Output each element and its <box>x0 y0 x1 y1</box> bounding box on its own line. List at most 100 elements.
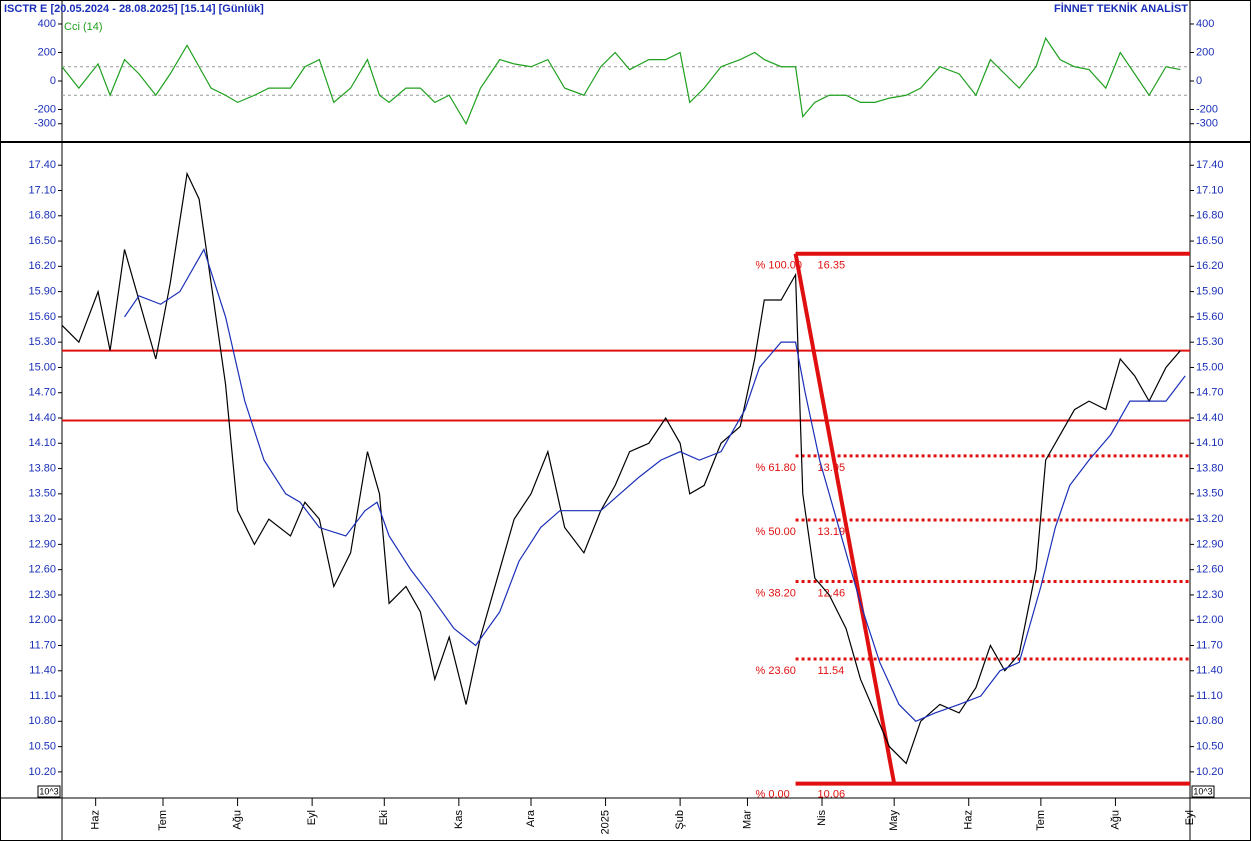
y-tick-label: 10.20 <box>28 766 56 778</box>
x-tick-label: Tem <box>157 810 169 831</box>
series-line <box>61 36 1181 126</box>
x-tick-label: 2025 <box>599 810 611 834</box>
y-tick-label: -300 <box>1196 118 1218 130</box>
fib-label: % 38.20 <box>756 587 796 599</box>
y-tick-label: 16.80 <box>28 210 56 222</box>
fib-label: % 100.00 <box>756 260 802 272</box>
y-tick-label: 10.80 <box>28 715 56 727</box>
y-tick-label: 12.30 <box>1196 589 1224 601</box>
fib-value: 13.19 <box>818 526 846 538</box>
y-tick-label: 16.20 <box>1196 260 1224 272</box>
y-tick-label: 16.20 <box>28 260 56 272</box>
y-tick-label: 12.60 <box>28 564 56 576</box>
y-tick-label: 11.70 <box>29 639 56 651</box>
y-tick-label: 10.50 <box>1196 741 1224 753</box>
x-tick-label: Ağu <box>231 810 243 830</box>
x-tick-label: Eyl <box>1184 810 1196 825</box>
y-tick-label: 12.00 <box>28 614 56 626</box>
y-tick-label: 13.50 <box>28 488 56 500</box>
y-tick-label: 15.00 <box>28 361 56 373</box>
x-tick-label: Eki <box>378 810 390 825</box>
y-tick-label: 14.70 <box>28 387 56 399</box>
y-tick-label: 400 <box>38 18 56 30</box>
y-tick-label: 14.10 <box>1196 437 1224 449</box>
y-tick-label: 15.90 <box>28 286 56 298</box>
y-tick-label: 12.90 <box>28 538 56 550</box>
y-tick-label: 15.00 <box>1196 361 1224 373</box>
fib-value: 16.35 <box>818 260 846 272</box>
y-tick-label: 0 <box>50 75 56 87</box>
y-tick-label: 12.00 <box>1196 614 1224 626</box>
fib-label: % 61.80 <box>756 462 796 474</box>
x-tick-label: Haz <box>90 810 102 830</box>
y-tick-label: 200 <box>1196 46 1214 58</box>
y-tick-label: 12.60 <box>1196 564 1224 576</box>
y-tick-label: 17.40 <box>28 159 56 171</box>
y-tick-label: 17.10 <box>1196 184 1224 196</box>
y-tick-label: 14.40 <box>28 412 56 424</box>
scale-box <box>1191 785 1215 798</box>
series-line <box>124 247 1186 723</box>
y-tick-label: -200 <box>34 103 56 115</box>
fib-label: % 23.60 <box>756 665 796 677</box>
y-tick-label: 16.50 <box>28 235 56 247</box>
y-tick-label: 15.60 <box>1196 311 1224 323</box>
fib-value: 12.46 <box>818 587 846 599</box>
x-tick-label: Ara <box>525 809 537 827</box>
y-tick-label: 11.40 <box>1196 665 1223 677</box>
x-tick-label: Haz <box>963 810 975 830</box>
y-tick-label: 14.10 <box>28 437 56 449</box>
scale-note: 10^3 <box>39 786 58 796</box>
y-tick-label: 10.50 <box>28 741 56 753</box>
y-tick-label: -300 <box>34 118 56 130</box>
y-tick-label: 15.90 <box>1196 286 1224 298</box>
x-tick-label: May <box>888 810 900 831</box>
x-tick-label: Tem <box>1035 810 1047 831</box>
y-tick-label: 11.40 <box>29 665 56 677</box>
y-tick-label: 13.20 <box>28 513 56 525</box>
fib-value: 10.06 <box>818 789 846 801</box>
y-tick-label: 11.10 <box>1196 690 1223 702</box>
y-tick-label: 13.80 <box>28 462 56 474</box>
y-tick-label: 11.70 <box>1196 639 1223 651</box>
y-tick-label: 200 <box>38 46 56 58</box>
x-tick-label: Nis <box>816 810 828 826</box>
y-tick-label: 11.10 <box>29 690 56 702</box>
fib-value: 11.54 <box>818 665 845 677</box>
y-tick-label: 10.80 <box>1196 715 1224 727</box>
y-tick-label: 14.70 <box>1196 387 1224 399</box>
y-tick-label: 15.60 <box>28 311 56 323</box>
y-tick-label: 15.30 <box>1196 336 1224 348</box>
x-tick-label: Ağu <box>1109 810 1121 830</box>
y-tick-label: 10.20 <box>1196 766 1224 778</box>
x-tick-label: Şub <box>674 810 686 830</box>
x-tick-label: Eyl <box>306 810 318 825</box>
y-tick-label: 16.50 <box>1196 235 1224 247</box>
y-tick-label: 12.30 <box>28 589 56 601</box>
y-tick-label: 13.20 <box>1196 513 1224 525</box>
y-tick-label: 400 <box>1196 18 1214 30</box>
fib-value: 13.95 <box>818 462 846 474</box>
y-tick-label: 15.30 <box>28 336 56 348</box>
y-tick-label: 0 <box>1196 75 1202 87</box>
y-tick-label: -200 <box>1196 103 1218 115</box>
brand: FİNNET TEKNİK ANALİST <box>1054 2 1188 15</box>
indicator-label: Cci (14) <box>64 21 103 33</box>
title: ISCTR E [20.05.2024 - 28.08.2025] [15.14… <box>4 3 264 15</box>
fib-label: % 50.00 <box>756 526 796 538</box>
y-tick-label: 17.40 <box>1196 159 1224 171</box>
y-tick-label: 16.80 <box>1196 210 1224 222</box>
series-line <box>61 171 1181 765</box>
x-tick-label: Kas <box>453 810 465 829</box>
fib-trend <box>793 253 897 785</box>
y-tick-label: 13.50 <box>1196 488 1224 500</box>
y-tick-label: 17.10 <box>28 184 56 196</box>
y-tick-label: 14.40 <box>1196 412 1224 424</box>
scale-box <box>37 785 61 798</box>
y-tick-label: 13.80 <box>1196 462 1224 474</box>
fib-label: % 0.00 <box>756 789 790 801</box>
x-tick-label: Mar <box>741 810 753 829</box>
scale-note: 10^3 <box>1193 786 1212 796</box>
y-tick-label: 12.90 <box>1196 538 1224 550</box>
